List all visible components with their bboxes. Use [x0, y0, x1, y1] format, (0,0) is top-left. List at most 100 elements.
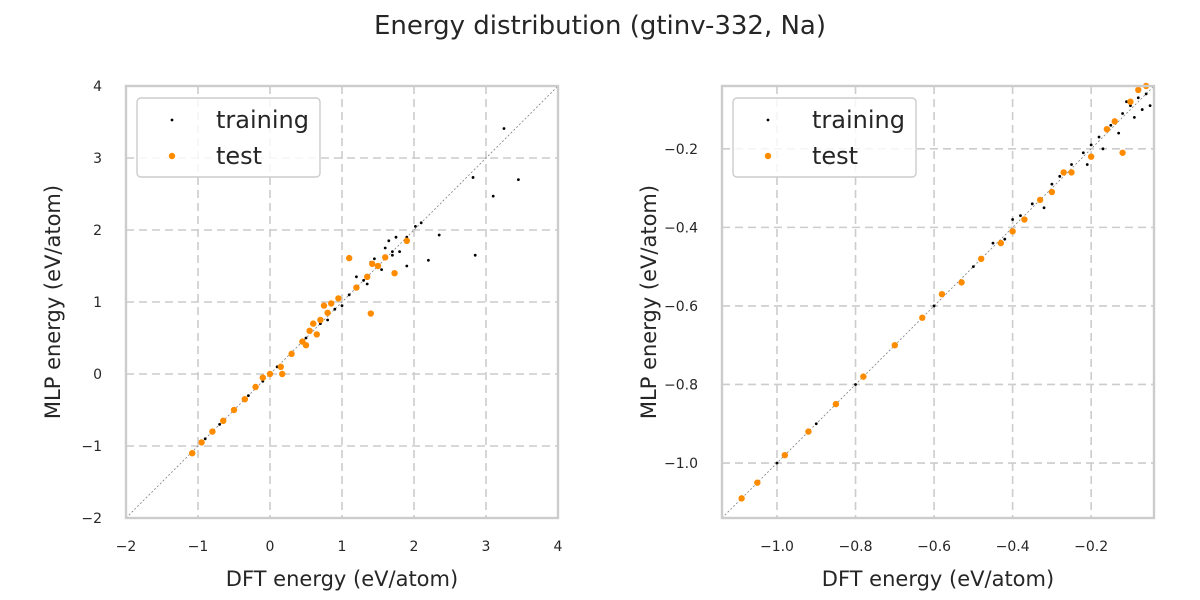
x-tick-label: 2	[410, 539, 419, 555]
y-tick-label: 3	[93, 151, 102, 167]
x-tick-label: −2	[116, 539, 137, 555]
data-point-training	[218, 423, 222, 426]
data-point-test	[241, 396, 248, 403]
data-point-test	[230, 406, 238, 414]
x-tick-label: −0.4	[996, 539, 1030, 555]
y-tick-label: −0.8	[664, 377, 698, 393]
data-point-training	[1101, 147, 1105, 151]
x-tick-label: −0.2	[1074, 539, 1108, 555]
data-point-training	[1003, 237, 1007, 241]
data-point-training	[365, 282, 369, 286]
data-point-test	[391, 270, 398, 277]
data-point-test	[367, 310, 374, 317]
legend-label-training: training	[216, 106, 309, 134]
x-tick-label: −0.6	[917, 539, 951, 555]
data-point-training	[1042, 206, 1046, 210]
plot-left: −2 −1 0 1 2 3 4 −2 −1 0 1 2 3 4 DFT energy (eV/atom) ML…	[41, 79, 563, 591]
data-point-training	[1140, 108, 1144, 111]
data-point-test	[919, 314, 926, 321]
data-point-test	[328, 300, 335, 307]
data-point-test	[1119, 149, 1126, 156]
data-point-training	[391, 253, 394, 257]
data-point-training	[1097, 135, 1101, 139]
y-axis-label: MLP energy (eV/atom)	[41, 185, 65, 419]
data-point-training	[373, 257, 376, 261]
y-tick-label: −2	[81, 511, 102, 527]
data-point-test	[938, 290, 946, 298]
data-point-test	[302, 342, 310, 349]
data-point-test	[198, 439, 205, 446]
data-point-test	[266, 370, 274, 378]
y-tick-label: −0.4	[664, 220, 698, 236]
data-point-training	[340, 304, 344, 307]
data-point-test	[259, 374, 266, 381]
data-point-training	[347, 293, 351, 297]
data-point-test	[860, 373, 867, 380]
data-point-test	[805, 428, 812, 435]
data-point-training	[932, 304, 936, 308]
data-point-test	[324, 309, 331, 316]
data-point-test	[252, 383, 259, 391]
data-point-training	[355, 275, 358, 279]
data-point-test	[209, 428, 216, 435]
x-tick-label: 0	[266, 539, 275, 555]
data-point-test	[891, 342, 898, 349]
data-point-test	[346, 254, 353, 262]
data-point-training	[247, 394, 250, 397]
data-point-test	[997, 239, 1005, 247]
data-point-test	[1087, 153, 1095, 160]
data-point-training	[1011, 218, 1015, 221]
data-point-test	[1021, 216, 1028, 223]
data-point-test	[374, 262, 382, 270]
x-tick-label: −1	[188, 539, 209, 555]
data-point-test	[335, 295, 342, 302]
legend-label-test: test	[812, 142, 858, 170]
legend-label-training: training	[812, 106, 905, 134]
y-tick-label: 0	[93, 367, 102, 383]
data-point-test	[306, 327, 313, 334]
data-point-training	[517, 178, 520, 182]
data-point-training	[414, 225, 417, 228]
data-point-test	[1009, 228, 1016, 235]
data-point-training	[387, 239, 391, 243]
data-point-training	[854, 383, 857, 386]
data-point-test	[364, 273, 371, 280]
data-point-test	[1068, 169, 1075, 176]
y-tick-label: 1	[93, 295, 102, 311]
y-tick-label: 4	[93, 79, 102, 95]
data-point-training	[1050, 182, 1054, 186]
data-point-training	[427, 258, 430, 262]
data-point-training	[203, 437, 207, 441]
data-point-training	[1089, 143, 1093, 147]
data-point-training	[991, 241, 995, 245]
data-point-training	[304, 336, 308, 340]
data-point-training	[1132, 116, 1136, 119]
data-point-test	[353, 284, 360, 291]
plot-frame	[720, 84, 1156, 520]
data-point-test	[1127, 98, 1134, 105]
data-point-training	[437, 233, 441, 237]
diagonal-line	[721, 85, 1155, 519]
data-point-test	[958, 279, 965, 286]
data-point-test	[279, 370, 286, 378]
data-point-training	[398, 250, 401, 254]
data-point-training	[775, 461, 779, 465]
legend-marker-test	[168, 152, 176, 160]
data-point-test	[832, 400, 840, 408]
x-tick-label: −0.8	[839, 539, 873, 555]
data-point-test	[310, 320, 317, 327]
y-tick-label: 2	[93, 223, 102, 239]
data-point-test	[1036, 196, 1044, 204]
data-point-test	[317, 316, 324, 324]
data-point-training	[1109, 123, 1113, 127]
data-point-test	[1103, 126, 1111, 133]
legend-label-test: test	[216, 142, 262, 170]
y-tick-label: −1	[81, 439, 102, 455]
data-point-training	[405, 264, 409, 268]
data-point-training	[1148, 104, 1152, 108]
data-point-training	[383, 246, 387, 250]
y-axis-label: MLP energy (eV/atom)	[637, 185, 661, 419]
data-point-training	[419, 221, 423, 225]
